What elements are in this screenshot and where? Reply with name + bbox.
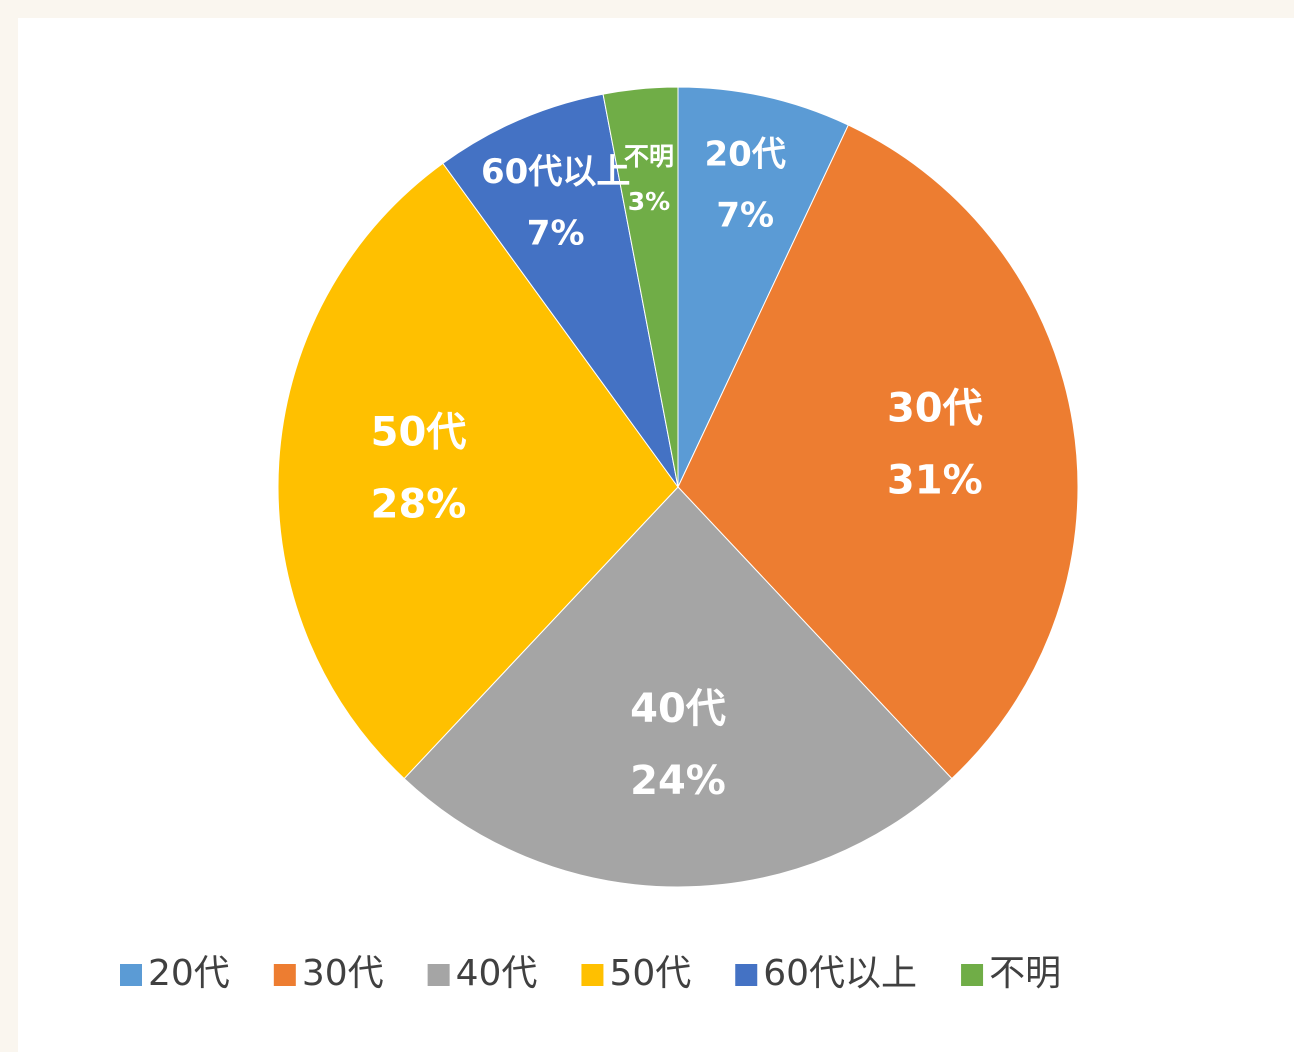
legend-label: 20代 — [148, 953, 230, 994]
legend-label: 40代 — [456, 953, 538, 994]
pie-slice — [442, 93, 679, 488]
pie-slice — [277, 162, 679, 780]
pie-slice — [677, 86, 849, 488]
legend-swatch — [961, 964, 984, 986]
data-label-value: 24% — [630, 758, 726, 804]
data-label-category: 20代 — [705, 134, 786, 174]
data-label-category: 60代以上 — [481, 152, 630, 192]
legend-swatch — [427, 964, 450, 986]
legend-label: 50代 — [609, 953, 691, 994]
pie-slice — [403, 486, 953, 888]
legend-swatch — [581, 964, 604, 986]
data-label-value: 28% — [371, 482, 467, 528]
data-label-value: 7% — [716, 196, 774, 236]
data-label-category: 40代 — [630, 686, 726, 732]
data-label-value: 7% — [527, 213, 585, 253]
data-label-value: 31% — [887, 457, 983, 503]
data-label-category: 30代 — [887, 385, 983, 431]
data-label-category: 50代 — [371, 410, 467, 456]
data-label-value: 3% — [628, 187, 670, 216]
legend-label: 60代以上 — [763, 953, 917, 994]
legend-label: 30代 — [302, 953, 384, 994]
pie-slice — [677, 124, 1079, 780]
legend-swatch — [273, 964, 296, 986]
pie-slice — [602, 86, 679, 488]
legend-swatch — [735, 964, 758, 986]
legend-swatch — [120, 964, 142, 986]
legend-label: 不明 — [989, 953, 1061, 994]
data-label-category: 不明 — [624, 142, 674, 171]
